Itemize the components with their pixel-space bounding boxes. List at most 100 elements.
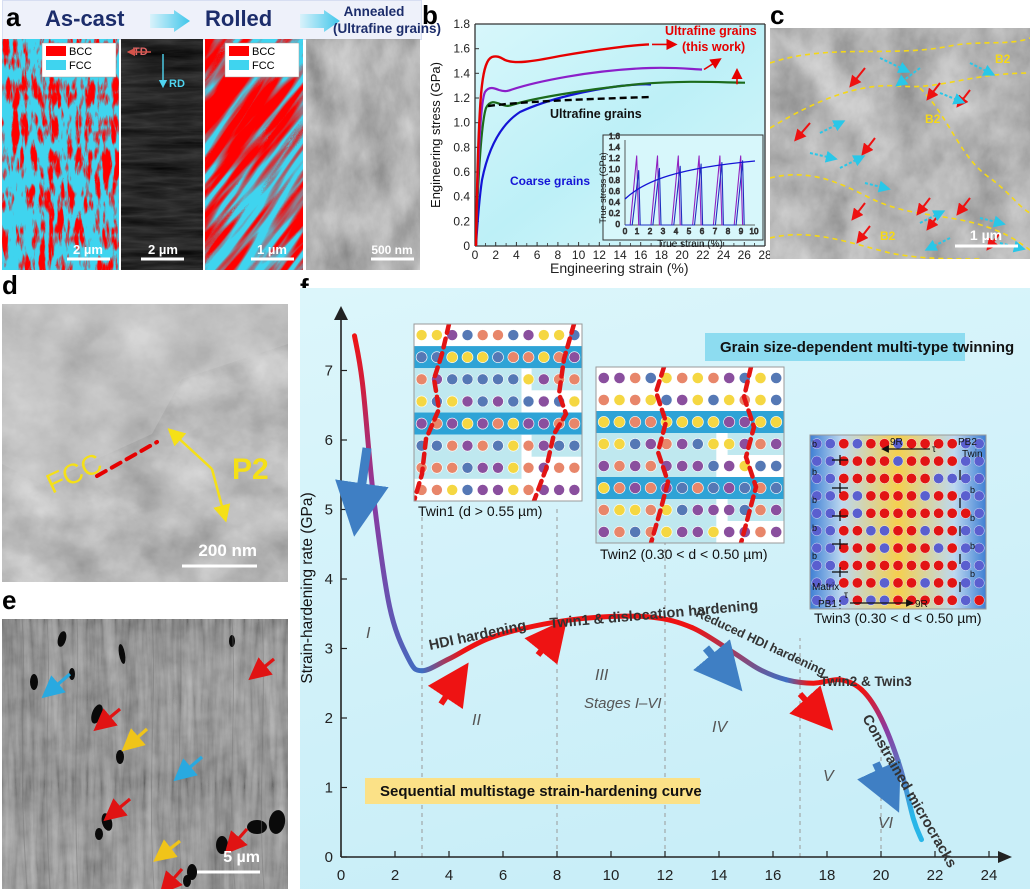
svg-text:PB1: PB1 [818, 599, 837, 610]
svg-text:I: I [366, 625, 371, 642]
svg-text:6: 6 [700, 227, 705, 236]
svg-text:0.2: 0.2 [609, 209, 621, 218]
svg-text:BCC: BCC [69, 46, 92, 58]
svg-text:b: b [812, 439, 817, 449]
svg-text:b: b [970, 485, 975, 495]
svg-text:BCC: BCC [252, 46, 275, 58]
svg-text:5: 5 [687, 227, 692, 236]
svg-text:0.8: 0.8 [453, 140, 470, 154]
svg-text:0.2: 0.2 [453, 214, 470, 228]
svg-text:0.4: 0.4 [609, 198, 621, 207]
svg-text:1.0: 1.0 [609, 165, 621, 174]
svg-text:Strain-hardening rate (GPa): Strain-hardening rate (GPa) [300, 492, 316, 683]
svg-text:Coarse grains: Coarse grains [510, 174, 590, 188]
svg-text:9R: 9R [890, 437, 903, 448]
svg-text:16: 16 [634, 248, 648, 260]
svg-text:0.8: 0.8 [609, 176, 621, 185]
svg-text:1.2: 1.2 [609, 154, 621, 163]
svg-text:1.4: 1.4 [453, 66, 470, 80]
svg-text:2: 2 [648, 227, 653, 236]
svg-text:4: 4 [325, 571, 333, 588]
svg-text:Ultrafine grains: Ultrafine grains [550, 107, 642, 121]
svg-text:1.6: 1.6 [609, 132, 621, 141]
svg-text:200 nm: 200 nm [198, 541, 257, 560]
svg-text:0: 0 [337, 867, 345, 884]
svg-text:4: 4 [445, 867, 453, 884]
svg-text:8: 8 [553, 867, 561, 884]
svg-text:0.4: 0.4 [453, 190, 470, 204]
svg-text:4: 4 [513, 248, 520, 260]
svg-text:1.6: 1.6 [453, 42, 470, 56]
svg-text:16: 16 [765, 867, 782, 884]
svg-text:V: V [823, 768, 835, 785]
svg-text:Engineering stress (GPa): Engineering stress (GPa) [428, 62, 443, 208]
svg-text:20: 20 [873, 867, 890, 884]
svg-text:1: 1 [635, 227, 640, 236]
svg-text:10: 10 [603, 867, 620, 884]
svg-text:FCC: FCC [252, 60, 275, 72]
svg-text:B2: B2 [995, 52, 1011, 66]
svg-text:b: b [812, 523, 817, 533]
svg-text:Twin2 & Twin3: Twin2 & Twin3 [820, 674, 912, 689]
svg-text:True stress (GPa): True stress (GPa) [598, 152, 608, 223]
svg-text:1 µm: 1 µm [970, 227, 1002, 243]
svg-text:10: 10 [750, 227, 759, 236]
svg-text:B2: B2 [880, 229, 896, 243]
svg-text:Twin3 (0.30 < d < 0.50 µm): Twin3 (0.30 < d < 0.50 µm) [814, 610, 982, 626]
svg-text:4: 4 [674, 227, 679, 236]
svg-text:PB2: PB2 [958, 437, 977, 448]
svg-text:2: 2 [492, 248, 499, 260]
svg-text:2 µm: 2 µm [148, 242, 178, 257]
svg-text:VI: VI [878, 815, 894, 832]
svg-text:9R: 9R [915, 599, 928, 610]
svg-text:τ: τ [844, 590, 848, 601]
svg-text:6: 6 [325, 432, 333, 449]
svg-text:14: 14 [613, 248, 627, 260]
svg-text:Grain size-dependent multi-ty: Grain size-dependent multi-type twinning [720, 339, 1014, 356]
svg-text:Stages I–VI: Stages I–VI [584, 695, 662, 712]
svg-text:500 nm: 500 nm [371, 243, 412, 257]
svg-text:18: 18 [819, 867, 836, 884]
svg-text:2: 2 [391, 867, 399, 884]
svg-text:Twin1 (d > 0.55 µm): Twin1 (d > 0.55 µm) [418, 503, 542, 519]
svg-text:6: 6 [534, 248, 541, 260]
svg-text:0.6: 0.6 [453, 165, 470, 179]
svg-text:0: 0 [325, 849, 333, 866]
svg-text:6: 6 [499, 867, 507, 884]
svg-text:0.6: 0.6 [609, 187, 621, 196]
svg-text:IV: IV [712, 719, 728, 736]
svg-text:22: 22 [927, 867, 944, 884]
svg-text:7: 7 [325, 363, 333, 380]
svg-text:5 µm: 5 µm [223, 849, 260, 866]
svg-text:7: 7 [713, 227, 718, 236]
svg-text:1.0: 1.0 [453, 116, 470, 130]
svg-text:1 µm: 1 µm [257, 242, 287, 257]
svg-text:b: b [970, 513, 975, 523]
svg-text:Ultrafine grains: Ultrafine grains [665, 24, 757, 38]
svg-text:b: b [970, 569, 975, 579]
svg-text:b: b [970, 541, 975, 551]
svg-text:1.8: 1.8 [453, 17, 470, 31]
svg-text:0: 0 [463, 239, 470, 253]
svg-text:3: 3 [325, 641, 333, 658]
svg-text:1: 1 [325, 780, 333, 797]
svg-text:1.2: 1.2 [453, 91, 470, 105]
svg-text:Twin2 (0.30 < d < 0.50 µm): Twin2 (0.30 < d < 0.50 µm) [600, 546, 768, 562]
svg-text:0: 0 [616, 220, 621, 229]
svg-text:3: 3 [661, 227, 666, 236]
svg-text:9: 9 [739, 227, 744, 236]
svg-text:26: 26 [738, 248, 752, 260]
svg-text:τ: τ [932, 444, 936, 455]
svg-text:True strain (%): True strain (%) [657, 239, 723, 250]
svg-text:b: b [812, 467, 817, 477]
svg-text:10: 10 [572, 248, 586, 260]
svg-text:Twin: Twin [962, 449, 983, 460]
svg-text:P2: P2 [232, 453, 269, 486]
svg-text:12: 12 [593, 248, 607, 260]
svg-text:b: b [812, 551, 817, 561]
svg-text:5: 5 [325, 502, 333, 519]
svg-text:8: 8 [726, 227, 731, 236]
svg-text:12: 12 [657, 867, 674, 884]
svg-text:14: 14 [711, 867, 728, 884]
svg-text:b: b [812, 495, 817, 505]
